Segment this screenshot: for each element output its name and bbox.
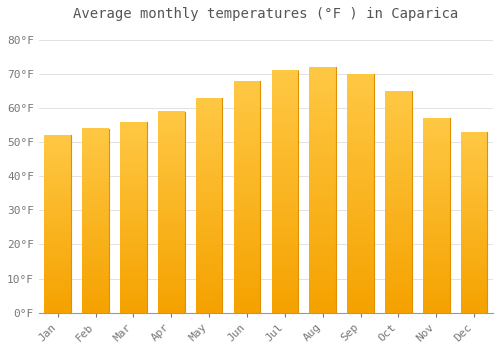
Title: Average monthly temperatures (°F ) in Caparica: Average monthly temperatures (°F ) in Ca… (74, 7, 458, 21)
Bar (120, 122, 146, 313)
Bar (272, 71, 298, 313)
Bar (44, 135, 71, 313)
Bar (461, 132, 487, 313)
Bar (348, 74, 374, 313)
Bar (82, 128, 109, 313)
Bar (196, 98, 222, 313)
Bar (385, 91, 411, 313)
Bar (310, 67, 336, 313)
Bar (234, 81, 260, 313)
Bar (423, 118, 450, 313)
Bar (158, 112, 184, 313)
